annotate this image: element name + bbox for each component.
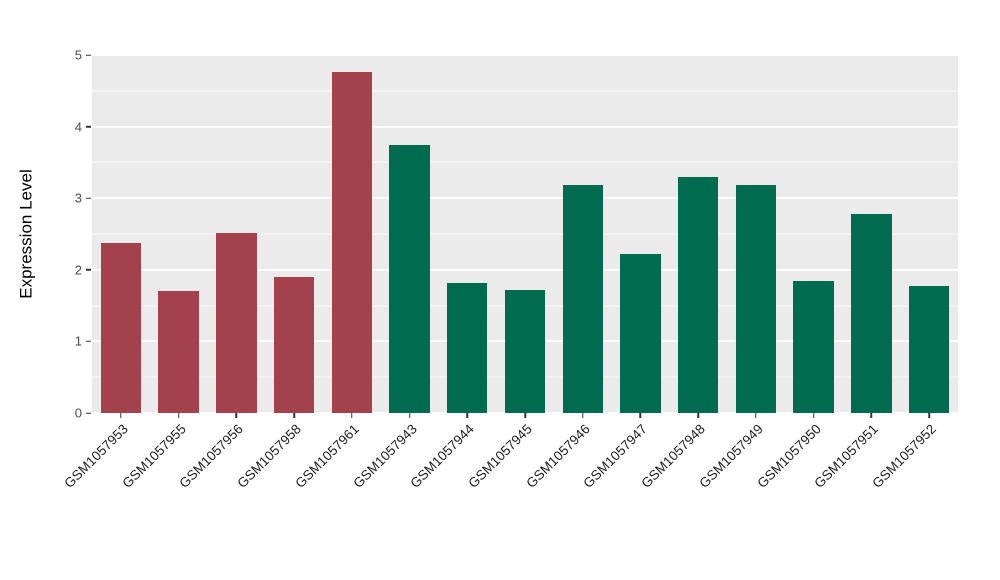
gridline-major xyxy=(92,54,958,56)
x-tick-mark xyxy=(755,413,757,418)
x-tick-mark xyxy=(870,413,873,418)
x-tick-mark xyxy=(293,413,295,418)
x-tick-mark xyxy=(408,413,411,418)
x-tick-marks xyxy=(92,413,958,419)
bar-GSM1057943 xyxy=(389,145,430,413)
bar-GSM1057953 xyxy=(100,243,142,413)
x-tick-mark xyxy=(177,413,180,418)
bar-GSM1057961 xyxy=(331,72,372,413)
x-tick-mark xyxy=(235,413,238,418)
bar-GSM1057946 xyxy=(562,185,603,413)
y-axis-title: Expression Level xyxy=(14,55,40,413)
gridline-major xyxy=(92,197,958,200)
bar-GSM1057944 xyxy=(447,282,488,413)
gridline-major xyxy=(92,125,958,128)
bar-GSM1057955 xyxy=(158,290,199,413)
bar-GSM1057950 xyxy=(793,281,834,413)
bar-GSM1057945 xyxy=(504,289,546,413)
y-tick-label-1: 1 xyxy=(74,333,82,349)
y-tick-label-5: 5 xyxy=(74,47,82,63)
y-tick-mark xyxy=(86,269,91,271)
bar-GSM1057948 xyxy=(677,177,719,413)
bar-GSM1057949 xyxy=(735,185,777,413)
y-axis-labels: 0 1 2 3 4 5 xyxy=(52,49,82,420)
y-tick-mark xyxy=(86,197,91,199)
x-tick-mark xyxy=(581,413,584,418)
y-tick-mark xyxy=(86,125,91,128)
y-tick-mark xyxy=(86,54,91,56)
y-tick-mark xyxy=(86,340,91,343)
y-axis-title-text: Expression Level xyxy=(17,169,36,299)
bar-GSM1057956 xyxy=(216,232,257,413)
y-tick-label-2: 2 xyxy=(74,262,82,278)
y-tick-marks xyxy=(86,54,91,414)
y-tick-mark xyxy=(86,412,91,414)
x-tick-mark xyxy=(639,413,642,418)
bar-GSM1057952 xyxy=(908,286,950,413)
x-axis-labels: GSM1057953 GSM1057955 GSM1057956 GSM1057958… xyxy=(61,421,958,572)
bar-GSM1057947 xyxy=(620,254,661,413)
x-tick-mark xyxy=(120,413,122,418)
x-tick-mark xyxy=(524,413,526,418)
x-tick-mark xyxy=(351,413,353,418)
bar-GSM1057951 xyxy=(851,213,892,413)
y-tick-label-3: 3 xyxy=(74,190,82,206)
x-tick-mark xyxy=(466,413,469,418)
y-tick-label-0: 0 xyxy=(74,405,82,421)
x-tick-mark xyxy=(812,413,815,418)
plot-panel xyxy=(92,54,958,414)
y-tick-label-4: 4 xyxy=(74,119,82,135)
x-tick-mark xyxy=(928,413,930,418)
gridline-minor xyxy=(92,90,958,92)
gridline-minor xyxy=(92,161,958,163)
x-tick-mark xyxy=(697,413,699,418)
bar-GSM1057958 xyxy=(273,276,315,413)
